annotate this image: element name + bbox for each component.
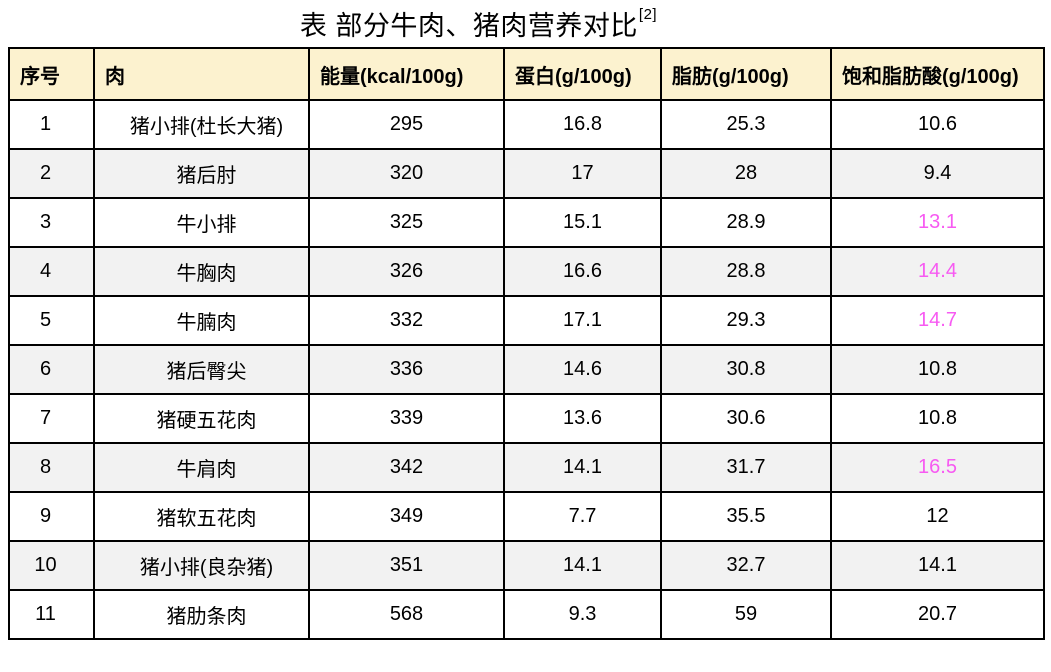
table-row: 10 猪小排(良杂猪) 351 14.1 32.7 14.1 [8, 540, 1045, 591]
saturated-fat-value: 9.4 [830, 148, 1045, 199]
meat-name: 猪后肘 [93, 148, 310, 199]
protein-value: 14.1 [503, 540, 662, 591]
meat-name: 猪硬五花肉 [93, 393, 310, 444]
meat-name: 猪软五花肉 [93, 491, 310, 542]
table-header: 序号 肉 能量(kcal/100g) 蛋白(g/100g) 脂肪(g/100g)… [8, 47, 1045, 101]
meat-name: 猪肋条肉 [93, 589, 310, 640]
fat-value: 28 [660, 148, 832, 199]
energy-value: 295 [308, 99, 505, 150]
meat-name: 猪小排(良杂猪) [93, 540, 310, 591]
energy-value: 351 [308, 540, 505, 591]
saturated-fat-value: 20.7 [830, 589, 1045, 640]
column-header-fat: 脂肪(g/100g) [660, 47, 832, 101]
fat-value: 25.3 [660, 99, 832, 150]
table-row: 8 牛肩肉 342 14.1 31.7 16.5 [8, 442, 1045, 493]
meat-name: 猪后臀尖 [93, 344, 310, 395]
fat-value: 30.6 [660, 393, 832, 444]
table-row: 1 猪小排(杜长大猪) 295 16.8 25.3 10.6 [8, 99, 1045, 150]
fat-value: 28.8 [660, 246, 832, 297]
row-number: 7 [8, 393, 95, 444]
column-header-meat: 肉 [93, 47, 310, 101]
fat-value: 59 [660, 589, 832, 640]
table-row: 3 牛小排 325 15.1 28.9 13.1 [8, 197, 1045, 248]
row-number: 5 [8, 295, 95, 346]
saturated-fat-value: 14.1 [830, 540, 1045, 591]
protein-value: 15.1 [503, 197, 662, 248]
energy-value: 320 [308, 148, 505, 199]
row-number: 8 [8, 442, 95, 493]
energy-value: 325 [308, 197, 505, 248]
energy-value: 339 [308, 393, 505, 444]
saturated-fat-value: 10.8 [830, 393, 1045, 444]
header-row: 序号 肉 能量(kcal/100g) 蛋白(g/100g) 脂肪(g/100g)… [8, 47, 1045, 101]
saturated-fat-value: 14.4 [830, 246, 1045, 297]
protein-value: 16.8 [503, 99, 662, 150]
protein-value: 13.6 [503, 393, 662, 444]
table-row: 2 猪后肘 320 17 28 9.4 [8, 148, 1045, 199]
protein-value: 14.6 [503, 344, 662, 395]
energy-value: 568 [308, 589, 505, 640]
table-row: 7 猪硬五花肉 339 13.6 30.6 10.8 [8, 393, 1045, 444]
column-header-energy: 能量(kcal/100g) [308, 47, 505, 101]
citation-superscript: [2] [638, 6, 658, 23]
fat-value: 32.7 [660, 540, 832, 591]
protein-value: 7.7 [503, 491, 662, 542]
table-row: 9 猪软五花肉 349 7.7 35.5 12 [8, 491, 1045, 542]
meat-name: 牛腩肉 [93, 295, 310, 346]
column-header-saturated-fat: 饱和脂肪酸(g/100g) [830, 47, 1045, 101]
protein-value: 9.3 [503, 589, 662, 640]
nutrition-table: 序号 肉 能量(kcal/100g) 蛋白(g/100g) 脂肪(g/100g)… [8, 47, 1045, 640]
table-row: 4 牛胸肉 326 16.6 28.8 14.4 [8, 246, 1045, 297]
table-row: 5 牛腩肉 332 17.1 29.3 14.7 [8, 295, 1045, 346]
table-row: 11 猪肋条肉 568 9.3 59 20.7 [8, 589, 1045, 640]
fat-value: 35.5 [660, 491, 832, 542]
saturated-fat-value: 13.1 [830, 197, 1045, 248]
saturated-fat-value: 14.7 [830, 295, 1045, 346]
row-number: 4 [8, 246, 95, 297]
protein-value: 14.1 [503, 442, 662, 493]
row-number: 11 [8, 589, 95, 640]
energy-value: 349 [308, 491, 505, 542]
energy-value: 336 [308, 344, 505, 395]
column-header-index: 序号 [8, 47, 95, 101]
table-title: 表 部分牛肉、猪肉营养对比 [2] [0, 0, 1051, 47]
saturated-fat-value: 12 [830, 491, 1045, 542]
row-number: 9 [8, 491, 95, 542]
row-number: 6 [8, 344, 95, 395]
meat-name: 牛肩肉 [93, 442, 310, 493]
table-row: 6 猪后臀尖 336 14.6 30.8 10.8 [8, 344, 1045, 395]
saturated-fat-value: 16.5 [830, 442, 1045, 493]
energy-value: 342 [308, 442, 505, 493]
row-number: 2 [8, 148, 95, 199]
row-number: 1 [8, 99, 95, 150]
meat-name: 猪小排(杜长大猪) [93, 99, 310, 150]
protein-value: 17.1 [503, 295, 662, 346]
energy-value: 326 [308, 246, 505, 297]
meat-name: 牛小排 [93, 197, 310, 248]
fat-value: 30.8 [660, 344, 832, 395]
fat-value: 31.7 [660, 442, 832, 493]
table-body: 1 猪小排(杜长大猪) 295 16.8 25.3 10.6 2 猪后肘 320 17 28 9.4 3… [8, 99, 1045, 640]
meat-name: 牛胸肉 [93, 246, 310, 297]
protein-value: 16.6 [503, 246, 662, 297]
row-number: 3 [8, 197, 95, 248]
row-number: 10 [8, 540, 95, 591]
saturated-fat-value: 10.6 [830, 99, 1045, 150]
saturated-fat-value: 10.8 [830, 344, 1045, 395]
energy-value: 332 [308, 295, 505, 346]
column-header-protein: 蛋白(g/100g) [503, 47, 662, 101]
fat-value: 28.9 [660, 197, 832, 248]
fat-value: 29.3 [660, 295, 832, 346]
protein-value: 17 [503, 148, 662, 199]
table-title-text: 表 部分牛肉、猪肉营养对比 [299, 11, 638, 41]
